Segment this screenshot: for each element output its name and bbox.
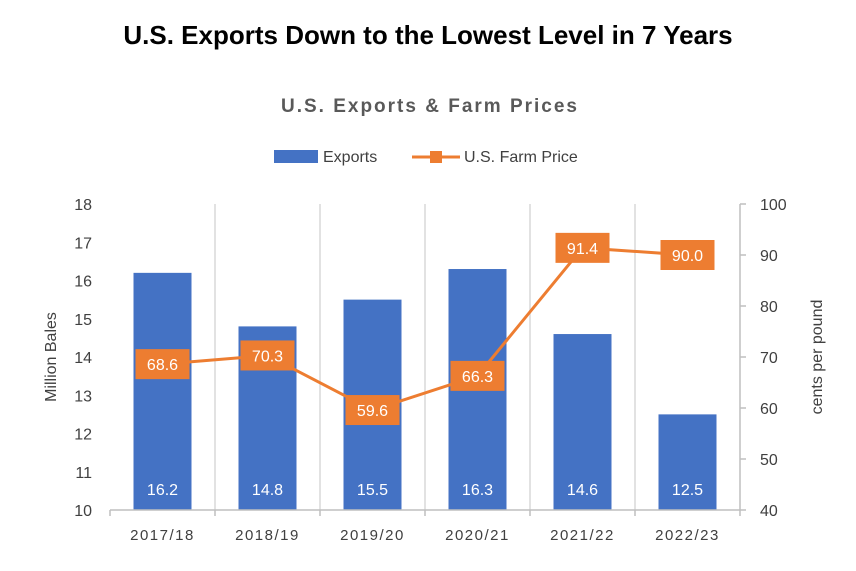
x-tick-label: 2021/22 xyxy=(550,527,615,544)
legend-price-label: U.S. Farm Price xyxy=(464,149,578,166)
y-tick-label: 15 xyxy=(74,312,92,329)
x-tick-label: 2022/23 xyxy=(655,527,720,544)
y-tick-label: 18 xyxy=(74,197,92,214)
price-data-label: 91.4 xyxy=(567,241,598,258)
page-title: U.S. Exports Down to the Lowest Level in… xyxy=(123,20,733,50)
price-data-label: 66.3 xyxy=(462,369,493,386)
price-data-label: 59.6 xyxy=(357,403,388,420)
bar-data-label: 14.6 xyxy=(567,482,598,499)
legend: Exports U.S. Farm Price xyxy=(274,149,578,166)
y-tick-label: 17 xyxy=(74,235,92,252)
price-point-marker xyxy=(450,360,505,391)
price-point-marker xyxy=(660,240,715,270)
price-data-label: 68.6 xyxy=(147,357,178,374)
bar-exports xyxy=(553,334,612,510)
y2-tick-label: 50 xyxy=(760,452,778,469)
x-tick-label: 2017/18 xyxy=(130,527,195,544)
y2-tick-label: 70 xyxy=(760,350,778,367)
y-tick-label: 14 xyxy=(74,350,92,367)
bar-data-label: 16.3 xyxy=(462,482,493,499)
y2-tick-label: 100 xyxy=(760,197,787,214)
bar-data-label: 14.8 xyxy=(252,482,283,499)
y-tick-label: 12 xyxy=(74,427,92,444)
x-tick-label: 2018/19 xyxy=(235,527,300,544)
y2-tick-label: 80 xyxy=(760,299,778,316)
y2-tick-label: 90 xyxy=(760,248,778,265)
y2-axis-label: cents per pound xyxy=(809,300,826,415)
price-point-marker xyxy=(240,340,295,371)
bar-data-label: 15.5 xyxy=(357,482,388,499)
y-tick-label: 16 xyxy=(74,274,92,291)
bar-data-label: 16.2 xyxy=(147,482,178,499)
y-tick-label: 11 xyxy=(75,465,92,482)
price-point-marker xyxy=(345,395,400,426)
x-tick-label: 2020/21 xyxy=(445,527,510,544)
legend-exports-label: Exports xyxy=(323,149,377,166)
legend-exports-swatch xyxy=(274,150,318,163)
y-axis-label: Million Bales xyxy=(43,312,60,402)
x-tick-label: 2019/20 xyxy=(340,527,405,544)
y-tick-label: 10 xyxy=(74,503,92,520)
price-point-marker xyxy=(135,349,190,380)
bar-data-label: 12.5 xyxy=(672,482,703,499)
legend-price-marker xyxy=(430,151,442,163)
price-point-marker xyxy=(555,232,610,263)
chart-title: U.S. Exports & Farm Prices xyxy=(281,96,579,117)
price-data-label: 70.3 xyxy=(252,348,283,365)
y-tick-label: 13 xyxy=(74,388,92,405)
price-data-label: 90.0 xyxy=(672,248,703,265)
bar-exports xyxy=(133,272,192,510)
y2-tick-label: 60 xyxy=(760,401,778,418)
y2-tick-label: 40 xyxy=(760,503,778,520)
bar-exports xyxy=(658,414,717,510)
